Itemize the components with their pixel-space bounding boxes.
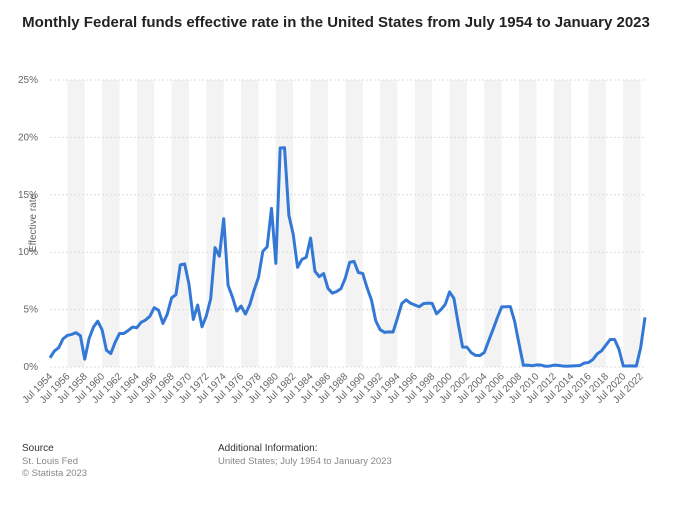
- band: [588, 80, 606, 367]
- band: [206, 80, 224, 367]
- y-tick-label: 10%: [18, 247, 38, 258]
- chart-title: Monthly Federal funds effective rate in …: [22, 14, 650, 31]
- band: [380, 80, 398, 367]
- band: [67, 80, 85, 367]
- band: [484, 80, 502, 367]
- line: [48, 146, 647, 368]
- band: [449, 80, 467, 367]
- band: [553, 80, 572, 367]
- band: [623, 80, 641, 367]
- source: St. Louis Fed: [22, 456, 78, 467]
- y-axis-label: Effective rate: [28, 193, 39, 252]
- band: [345, 80, 363, 367]
- y-tick-label: 5%: [24, 305, 39, 316]
- y-tick-label: 15%: [18, 190, 38, 201]
- source-heading: Source: [22, 443, 54, 454]
- band: [171, 80, 189, 367]
- band: [414, 80, 433, 367]
- band: [519, 80, 537, 367]
- band: [241, 80, 259, 367]
- y-tick-label: 0%: [24, 362, 39, 373]
- band: [310, 80, 328, 367]
- copyright: © Statista 2023: [22, 468, 87, 479]
- info-heading: Additional Information:: [218, 443, 318, 454]
- y-tick-label: 25%: [18, 75, 38, 86]
- band: [136, 80, 155, 367]
- y-tick-label: 20%: [18, 132, 38, 143]
- info: United States; July 1954 to January 2023: [218, 456, 392, 467]
- band: [102, 80, 120, 367]
